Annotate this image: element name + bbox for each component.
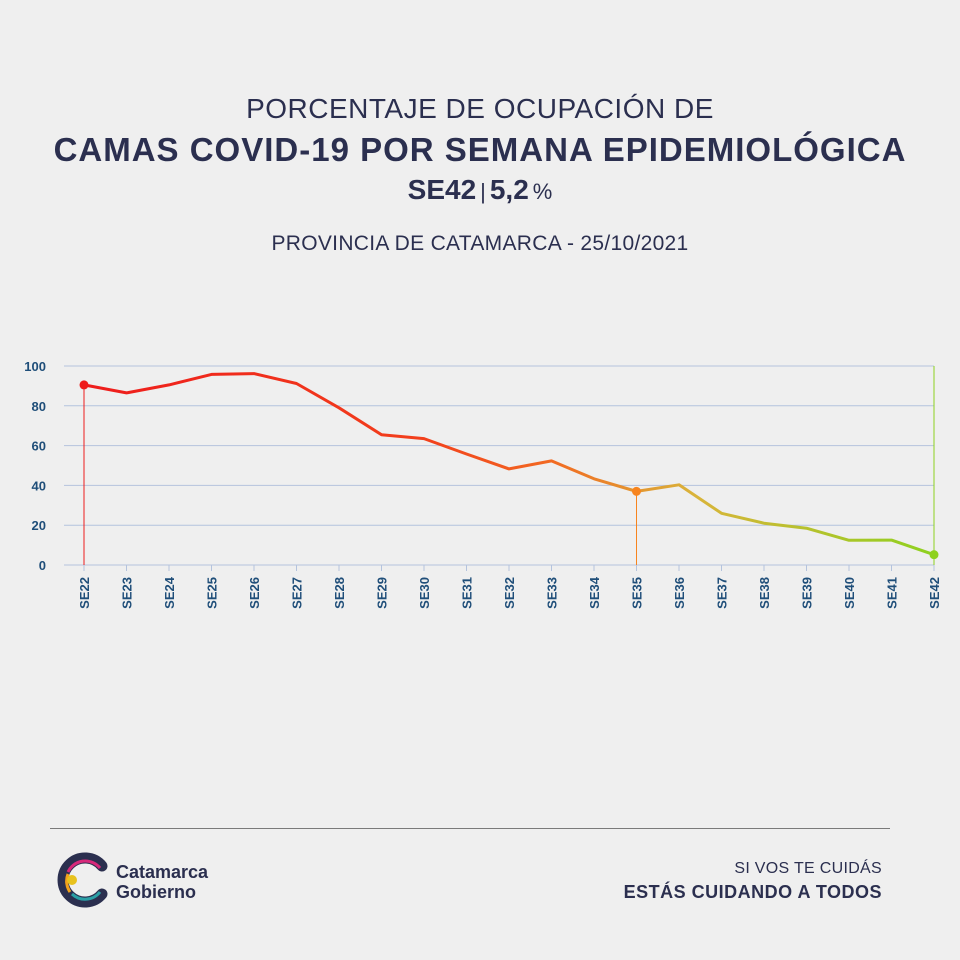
- x-tick-label: SE36: [672, 577, 687, 609]
- x-tick-label: SE41: [885, 577, 900, 609]
- y-tick-label: 40: [32, 478, 46, 493]
- marker-se22: [79, 380, 89, 390]
- slogan-line-1: SI VOS TE CUIDÁS: [734, 860, 882, 877]
- subtitle: PROVINCIA DE CATAMARCA - 25/10/2021: [271, 232, 689, 255]
- brand-line-1: Catamarca: [116, 862, 209, 882]
- x-tick-label: SE35: [630, 577, 645, 609]
- x-tick-label: SE33: [545, 577, 560, 609]
- occupancy-series-line: [82, 372, 936, 557]
- percent-unit: %: [532, 179, 553, 204]
- y-tick-label: 20: [32, 518, 46, 533]
- y-tick-label: 0: [39, 558, 46, 573]
- x-tick-label: SE42: [927, 577, 942, 609]
- marker-se35: [632, 486, 641, 496]
- y-tick-label: 80: [32, 399, 46, 414]
- x-tick-label: SE28: [332, 577, 347, 609]
- slogan: SI VOS TE CUIDÁS ESTÁS CUIDANDO A TODOS: [624, 858, 882, 904]
- brand-name: Catamarca Gobierno: [116, 862, 208, 902]
- x-tick-label: SE27: [290, 577, 305, 609]
- grid-lines: [64, 365, 934, 566]
- x-tick-label: SE32: [502, 577, 517, 609]
- x-tick-label: SE26: [247, 577, 262, 609]
- slogan-line-2: ESTÁS CUIDANDO A TODOS: [623, 882, 882, 902]
- catamarca-logo-icon: [57, 852, 108, 908]
- x-tick-label: SE37: [715, 577, 730, 609]
- highlight-drop-lines: [83, 366, 935, 565]
- brand-line-2: Gobierno: [116, 882, 196, 902]
- x-tick-label: SE23: [120, 577, 135, 609]
- current-value-line: SE42 | 5,2%: [0, 172, 960, 210]
- x-tick-label: SE30: [417, 577, 432, 609]
- chart-header: PORCENTAJE DE OCUPACIÓN DE CAMAS COVID-1…: [0, 92, 960, 210]
- y-tick-label: 100: [24, 359, 46, 374]
- title-line-1: PORCENTAJE DE OCUPACIÓN DE: [246, 93, 714, 124]
- y-tick-label: 60: [32, 439, 46, 454]
- y-axis-ticks: 0 20 40 60 80 100: [24, 359, 46, 573]
- x-axis-ticks: SE22 SE23 SE24 SE25 SE26 SE27 SE28 SE29 SE30 SE31…: [77, 565, 942, 609]
- x-tick-label: SE38: [757, 577, 772, 609]
- x-tick-label: SE24: [162, 576, 177, 609]
- x-tick-label: SE25: [205, 577, 220, 609]
- marker-se42: [929, 550, 939, 560]
- x-tick-label: SE29: [375, 577, 390, 609]
- x-tick-label: SE31: [460, 577, 475, 609]
- x-tick-label: SE39: [800, 577, 815, 609]
- title-line-2: CAMAS COVID-19 POR SEMANA EPIDEMIOLÓGICA: [53, 131, 907, 168]
- current-week: SE42: [407, 174, 477, 205]
- x-tick-label: SE40: [842, 577, 857, 609]
- x-tick-label: SE22: [77, 577, 92, 609]
- x-tick-label: SE34: [587, 576, 602, 609]
- footer-divider: [50, 828, 890, 829]
- separator: |: [480, 179, 486, 204]
- highlight-markers: [79, 380, 939, 560]
- current-value: 5,2: [489, 174, 529, 205]
